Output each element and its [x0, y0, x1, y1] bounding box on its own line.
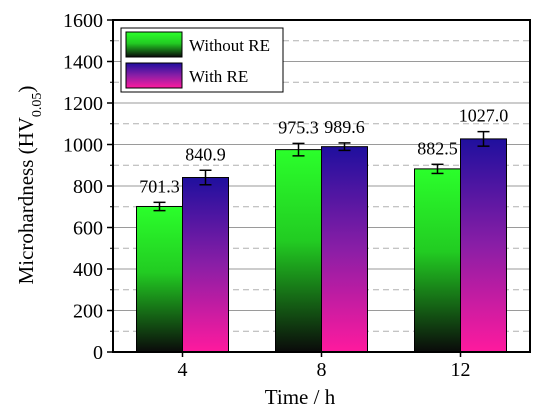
y-axis-title-main: Microhardness (HV	[14, 117, 38, 284]
legend-label: With RE	[189, 67, 248, 86]
y-axis-title: Microhardness (HV0.05)	[14, 86, 45, 285]
x-tick-label: 12	[451, 359, 471, 381]
legend-swatch	[125, 31, 183, 58]
y-tick-label: 400	[73, 259, 103, 281]
y-tick-label: 200	[73, 301, 103, 323]
y-tick-label: 1400	[63, 52, 103, 74]
legend-label: Without RE	[189, 36, 270, 55]
value-label: 975.3	[278, 117, 319, 137]
y-tick-label: 800	[73, 176, 103, 198]
value-label: 989.6	[324, 117, 365, 137]
x-tick-label: 8	[317, 359, 327, 381]
value-label: 882.5	[417, 138, 458, 158]
y-tick-label: 1200	[63, 93, 103, 115]
y-axis-title-close: )	[14, 86, 38, 93]
y-axis-title-subscript: 0.05	[30, 93, 45, 118]
bar	[182, 177, 229, 353]
y-tick-label: 0	[93, 342, 103, 364]
bar	[321, 146, 368, 353]
x-axis-title: Time / h	[265, 385, 336, 409]
x-tick-label: 4	[178, 359, 188, 381]
value-label: 840.9	[185, 144, 226, 164]
bar	[414, 168, 461, 353]
value-label: 1027.0	[459, 106, 509, 126]
axes: 4 8 12 0 200 400 600 800 1000 1200 1400 1600	[63, 10, 531, 381]
legend-swatch	[125, 62, 183, 89]
y-tick-label: 600	[73, 218, 103, 240]
bar	[460, 138, 507, 353]
legend: Without RE With RE	[120, 27, 284, 93]
y-tick-label: 1600	[63, 10, 103, 32]
y-tick-label: 1000	[63, 135, 103, 157]
bars	[136, 130, 507, 353]
bar	[136, 205, 183, 353]
bar	[275, 149, 322, 353]
value-label: 701.3	[139, 176, 180, 196]
